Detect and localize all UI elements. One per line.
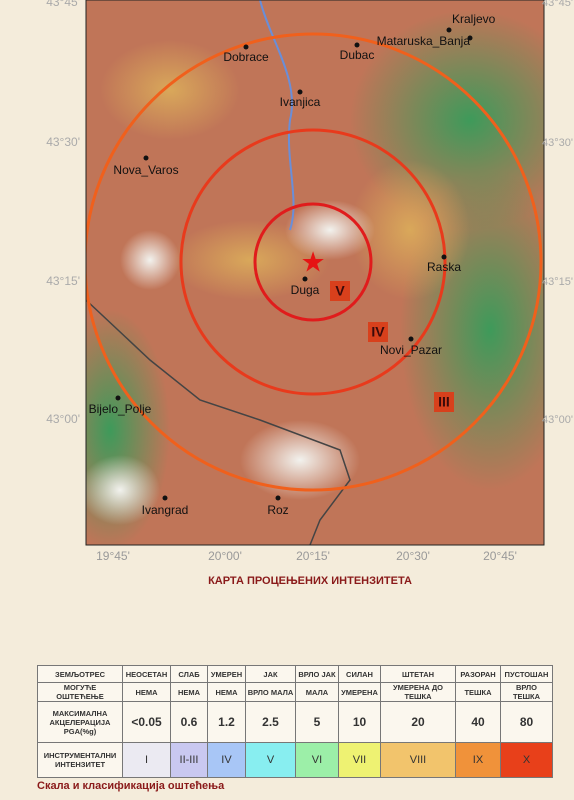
place-dot [467,35,473,41]
place-label: Bijelo_Polje [89,402,152,416]
place-dot [408,336,414,342]
intensity-label: V [335,283,345,299]
place-dot [243,44,249,50]
place-dot [446,27,452,33]
intensity-box [368,322,388,342]
place-dot [275,495,281,501]
table-caption: Скала и класификација оштећења [37,780,225,792]
table-cell: 20 [380,701,456,743]
table-cell: УМЕРЕНА ДО ТЕШКА [380,682,456,702]
lon-label: 20°45' [483,549,517,563]
table-cell: ЈАК [245,665,296,683]
row-header: ЗЕМЉОТРЕС [37,665,123,683]
lat-label: 43°30' [542,137,573,149]
table-cell: 10 [338,701,381,743]
place-dot [297,89,303,95]
table-cell: СЛАБ [170,665,208,683]
place-label: Novi_Pazar [380,343,442,357]
map: ★ 43°45' 43°45' 43°30' 43°30' 43°15' 43°15' 43… [46,0,573,587]
place-label: Ivanjica [280,95,321,109]
table-row: ИНСТРУМЕНТАЛНИ ИНТЕНЗИТЕТ I II-III IV V VI VII… [37,742,553,778]
lat-label: 43°00' [542,414,573,426]
lon-label: 20°15' [296,549,330,563]
lat-label: 43°45' [542,0,573,9]
place-dot [302,276,308,282]
table-row: МАКСИМАЛНА АКЦЕЛЕРАЦИЈА PGA(%g) <0.05 0.6 1… [37,701,553,743]
table-cell: ПУСТОШАН [500,665,553,683]
table-cell: ВРЛО МАЛА [245,682,296,702]
intensity-box [330,281,350,301]
place-label: Kraljevo [452,12,496,26]
place-dot [143,155,149,161]
table-cell: IX [455,742,501,778]
row-header: МОГУЋЕ ОШТЕЋЕЊЕ [37,682,123,702]
place-dot [162,495,168,501]
table-cell: ВРЛО ТЕШКА [500,682,553,702]
table-row: МОГУЋЕ ОШТЕЋЕЊЕ НЕМА НЕМА НЕМА ВРЛО МАЛА МАЛА… [37,682,553,702]
table-cell: <0.05 [122,701,171,743]
table-cell: ВРЛО ЈАК [295,665,339,683]
lon-label: 20°00' [208,549,242,563]
place-label: Dubac [340,48,375,62]
place-dot [441,254,447,260]
place-dot [354,42,360,48]
table-row: ЗЕМЉОТРЕС НЕОСЕТАН СЛАБ УМЕРЕН ЈАК ВРЛО ЈАК СИ… [37,665,553,683]
table-cell: 1.2 [207,701,246,743]
map-title: КАРТА ПРОЦЕЊЕНИХ ИНТЕНЗИТЕТА [208,575,412,587]
lat-label: 43°00' [46,412,80,426]
table-cell: X [500,742,553,778]
lat-label: 43°15' [46,274,80,288]
place-label: Mataruska_Banja [377,34,471,48]
table-cell: ТЕШКА [455,682,501,702]
place-label: Dobrace [223,50,269,64]
place-label: Raska [427,260,461,274]
table-cell: НЕМА [207,682,246,702]
table-cell: РАЗОРАН [455,665,501,683]
table-cell: УМЕРЕН [207,665,246,683]
table-cell: ШТЕТАН [380,665,456,683]
table-cell: VIII [380,742,456,778]
table-cell: 5 [295,701,339,743]
table-cell: VI [295,742,339,778]
place-label: Nova_Varos [113,163,178,177]
table-cell: УМЕРЕНА [338,682,381,702]
row-header: ИНСТРУМЕНТАЛНИ ИНТЕНЗИТЕТ [37,742,123,778]
table-cell: 80 [500,701,553,743]
intensity-label: III [438,394,450,410]
table-cell: VII [338,742,381,778]
row-header: МАКСИМАЛНА АКЦЕЛЕРАЦИЈА PGA(%g) [37,701,123,743]
lat-label: 43°15' [542,276,573,288]
epicenter-star: ★ [300,246,325,277]
table-cell: II-III [170,742,208,778]
table-cell: 2.5 [245,701,296,743]
table-cell: 40 [455,701,501,743]
intensity-box [434,392,454,412]
table-cell: НЕМА [122,682,171,702]
place-label: Roz [267,503,288,517]
place-label: Duga [291,283,320,297]
lon-label: 20°30' [396,549,430,563]
table-cell: V [245,742,296,778]
table-cell: IV [207,742,246,778]
table-cell: СИЛАН [338,665,381,683]
place-label: Ivangrad [142,503,189,517]
intensity-table: ЗЕМЉОТРЕС НЕОСЕТАН СЛАБ УМЕРЕН ЈАК ВРЛО ЈАК СИ… [37,665,553,778]
lat-label: 43°45' [46,0,80,9]
table-cell: 0.6 [170,701,208,743]
table-cell: НЕОСЕТАН [122,665,171,683]
table-cell: I [122,742,171,778]
table-cell: НЕМА [170,682,208,702]
lon-label: 19°45' [96,549,130,563]
intensity-label: IV [371,324,385,340]
table-cell: МАЛА [295,682,339,702]
terrain: ★ [86,0,544,545]
place-dot [115,395,121,401]
lat-label: 43°30' [46,135,80,149]
